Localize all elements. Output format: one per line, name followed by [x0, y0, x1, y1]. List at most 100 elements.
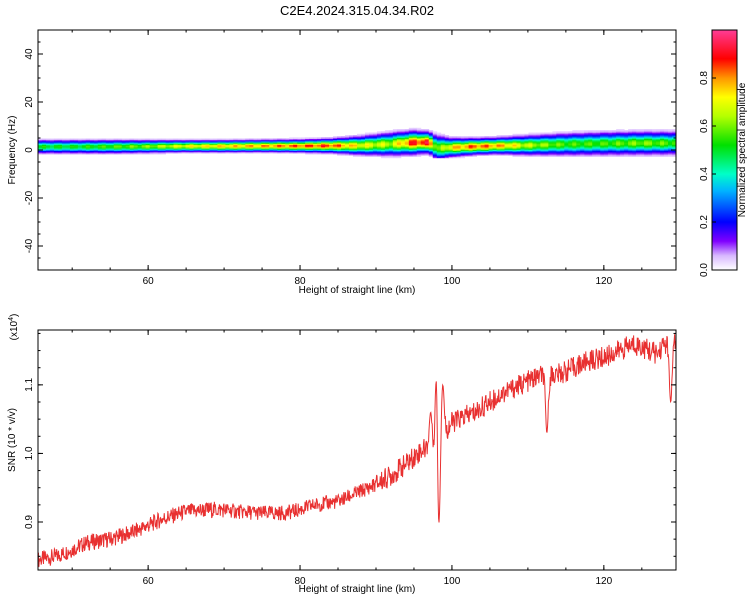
spectrogram-cell: [532, 144, 537, 147]
spectrogram-cell: [488, 137, 493, 139]
spectrogram-cell: [508, 149, 513, 151]
colorbar-tick-label: 0.2: [699, 215, 710, 229]
spectrogram-cell: [372, 144, 378, 147]
spectrogram-cell: [181, 144, 186, 147]
spectrogram-cell: [333, 147, 338, 149]
spectrogram-cell: [185, 144, 190, 147]
spectrogram-cell: [544, 141, 549, 143]
spectrogram-cell: [600, 135, 605, 137]
spectrogram-cell: [357, 133, 362, 136]
spectrogram-cell: [456, 144, 462, 147]
spectrogram-cell: [177, 149, 182, 151]
spectrogram-cell: [476, 151, 482, 154]
spectrogram-cell: [57, 145, 63, 148]
spectrogram-cell: [564, 145, 569, 148]
spectrogram-cell: [293, 150, 298, 153]
spectrogram-cell: [209, 144, 214, 147]
spectrogram-cell: [564, 138, 569, 141]
spectrogram-cell: [117, 138, 123, 141]
spectrogram-cell: [448, 155, 454, 157]
spectrogram-cell: [321, 145, 326, 148]
spectrogram-cell: [464, 138, 470, 141]
spectrogram-cell: [209, 138, 214, 141]
spectrogram-cell: [652, 133, 657, 136]
spectrogram-cell: [476, 150, 482, 153]
spectrogram-cell: [173, 148, 178, 150]
colorbar-frame: [711, 29, 738, 271]
spectrogram-cell: [528, 138, 533, 141]
spectrogram-cell: [384, 137, 390, 139]
spectrogram-cell: [648, 138, 653, 141]
spectrogram-cell: [512, 133, 517, 136]
spectrogram-cell: [197, 150, 202, 153]
spectrogram-cell: [636, 130, 641, 132]
spectrogram-cell: [540, 135, 545, 137]
spectrogram-cell: [349, 150, 354, 153]
spectrogram-cell: [436, 133, 442, 136]
spectrogram-cell: [472, 155, 478, 157]
spectrogram-cell: [109, 145, 115, 148]
spectrogram-cell: [532, 155, 537, 157]
spectrogram-cell: [632, 129, 637, 131]
spectrogram-cell: [105, 151, 111, 154]
spectrogram-cell: [368, 144, 374, 147]
spectrogram-cell: [65, 139, 71, 142]
spectrogram-cell: [141, 148, 147, 150]
spectrogram-cell: [217, 141, 222, 143]
spectrogram-cell: [512, 135, 517, 137]
spectrogram-cell: [536, 142, 541, 144]
spectrogram-cell: [640, 149, 645, 151]
spectrogram-cell: [341, 144, 346, 147]
spectrogram-cell: [616, 131, 621, 133]
spectrogram-cell: [664, 144, 669, 147]
spectrogram-cell: [129, 143, 135, 145]
spectrogram-cell: [572, 148, 577, 150]
spectrogram-cell: [57, 153, 63, 155]
spectrogram-cell: [380, 153, 386, 155]
spectrogram-cell: [460, 145, 466, 148]
spectrogram-cell: [396, 148, 402, 150]
spectrogram-cell: [77, 147, 83, 149]
spectrogram-cell: [149, 148, 155, 150]
spectrogram-cell: [384, 132, 390, 135]
spectrogram-cell: [640, 132, 645, 135]
spectrogram-cell: [436, 138, 442, 141]
spectrogram-cell: [520, 133, 525, 136]
spectrogram-cell: [624, 143, 629, 145]
spectrogram-cell: [101, 151, 107, 154]
spectrogram-cell: [384, 141, 390, 143]
spectrogram-cell: [620, 153, 625, 155]
spectrogram-cell: [668, 148, 673, 150]
spectrogram-cell: [576, 136, 581, 138]
spectrogram-cell: [576, 141, 581, 143]
spectrogram-cell: [628, 153, 633, 155]
spectrogram-cell: [269, 138, 274, 141]
spectrogram-cell: [512, 149, 517, 151]
spectrogram-cell: [536, 136, 541, 138]
spectrogram-cell: [313, 153, 318, 155]
spectrogram-cell: [197, 143, 202, 145]
spectrogram-cell: [448, 147, 454, 149]
spectrogram-cell: [153, 141, 159, 143]
spectrogram-cell: [109, 139, 115, 142]
spectrogram-cell: [544, 133, 549, 136]
spectrogram-cell: [656, 144, 661, 147]
spectrogram-cell: [616, 137, 621, 139]
spectrogram-cell: [512, 150, 517, 153]
spectrogram-cell: [536, 150, 541, 153]
spectrogram-cell: [396, 155, 402, 157]
spectrogram-cell: [392, 142, 398, 144]
spectrogram-cell: [329, 151, 334, 154]
spectrogram-cell: [341, 147, 346, 149]
spectrogram-cell: [496, 150, 501, 153]
spectrogram-cell: [464, 147, 470, 149]
spectrogram-cell: [396, 132, 402, 135]
spectrogram-cell: [396, 149, 402, 151]
spectrogram-cell: [572, 132, 577, 135]
spectrogram-cell: [153, 143, 159, 145]
snr-y-multiplier-base: (x10: [9, 320, 20, 340]
spectrogram-cell: [636, 137, 641, 139]
spectrogram-cell: [572, 154, 577, 156]
spectrogram-cell: [357, 143, 362, 145]
spectrogram-cell: [384, 153, 390, 155]
